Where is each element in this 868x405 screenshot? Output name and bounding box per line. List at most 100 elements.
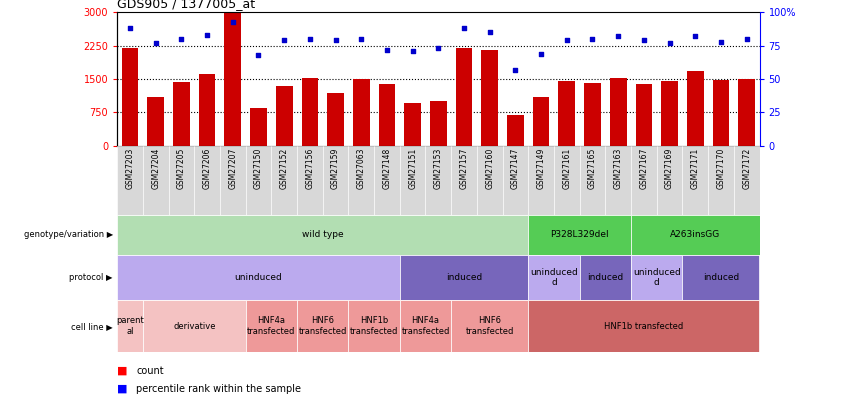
Text: induced: induced: [703, 273, 739, 282]
Text: GSM27165: GSM27165: [588, 148, 597, 189]
Bar: [194, 146, 220, 215]
Point: [534, 50, 548, 57]
Bar: [348, 300, 400, 352]
Bar: [477, 146, 503, 215]
Text: GSM27063: GSM27063: [357, 148, 365, 190]
Text: HNF6
transfected: HNF6 transfected: [465, 316, 514, 336]
Bar: [631, 255, 682, 300]
Point: [277, 37, 291, 43]
Bar: [610, 78, 627, 146]
Text: parent
al: parent al: [116, 316, 144, 336]
Bar: [378, 84, 395, 146]
Bar: [733, 146, 760, 215]
Bar: [554, 146, 580, 215]
Text: GSM27172: GSM27172: [742, 148, 751, 189]
Bar: [529, 146, 554, 215]
Bar: [199, 74, 215, 146]
Bar: [661, 81, 678, 146]
Bar: [533, 97, 549, 146]
Bar: [404, 104, 421, 146]
Text: uninduced
d: uninduced d: [530, 268, 578, 287]
Text: GSM27151: GSM27151: [408, 148, 418, 189]
Bar: [122, 48, 138, 146]
Text: HNF6
transfected: HNF6 transfected: [299, 316, 347, 336]
Point: [405, 48, 419, 54]
Bar: [425, 146, 451, 215]
Text: HNF1b transfected: HNF1b transfected: [604, 322, 683, 330]
Bar: [451, 300, 529, 352]
Bar: [143, 146, 168, 215]
Bar: [682, 146, 708, 215]
Text: GSM27203: GSM27203: [126, 148, 135, 189]
Text: GSM27150: GSM27150: [254, 148, 263, 189]
Text: GSM27204: GSM27204: [151, 148, 161, 189]
Text: A263insGG: A263insGG: [670, 230, 720, 239]
Text: uninduced: uninduced: [234, 273, 282, 282]
Bar: [430, 101, 447, 146]
Text: HNF4a
transfected: HNF4a transfected: [401, 316, 450, 336]
Text: derivative: derivative: [173, 322, 215, 330]
Text: HNF1b
transfected: HNF1b transfected: [350, 316, 398, 336]
Bar: [220, 146, 246, 215]
Text: GSM27157: GSM27157: [459, 148, 469, 189]
Bar: [297, 300, 348, 352]
Point: [509, 66, 523, 73]
Bar: [117, 215, 529, 255]
Bar: [117, 300, 143, 352]
Text: GSM27171: GSM27171: [691, 148, 700, 189]
Bar: [353, 79, 370, 146]
Text: genotype/variation ▶: genotype/variation ▶: [23, 230, 113, 239]
Bar: [657, 146, 682, 215]
Point: [148, 40, 162, 46]
Bar: [631, 146, 657, 215]
Text: GSM27149: GSM27149: [536, 148, 546, 189]
Text: induced: induced: [446, 273, 482, 282]
Bar: [558, 81, 575, 146]
Point: [560, 37, 574, 43]
Bar: [143, 300, 246, 352]
Bar: [687, 71, 704, 146]
Bar: [631, 215, 760, 255]
Text: GSM27159: GSM27159: [331, 148, 340, 189]
Text: ■: ■: [117, 384, 128, 394]
Text: GSM27156: GSM27156: [306, 148, 314, 189]
Text: protocol ▶: protocol ▶: [69, 273, 113, 282]
Point: [174, 36, 188, 42]
Text: GSM27148: GSM27148: [383, 148, 391, 189]
Point: [714, 38, 728, 45]
Text: GSM27205: GSM27205: [177, 148, 186, 189]
Bar: [529, 215, 631, 255]
Bar: [272, 146, 297, 215]
Text: count: count: [136, 366, 164, 375]
Bar: [580, 255, 631, 300]
Text: ■: ■: [117, 366, 128, 375]
Point: [637, 37, 651, 43]
Bar: [297, 146, 323, 215]
Bar: [503, 146, 529, 215]
Bar: [323, 146, 348, 215]
Bar: [682, 255, 760, 300]
Text: wild type: wild type: [302, 230, 344, 239]
Text: GSM27153: GSM27153: [434, 148, 443, 189]
Point: [457, 25, 471, 32]
Text: GSM27147: GSM27147: [511, 148, 520, 189]
Point: [431, 45, 445, 51]
Point: [483, 29, 496, 36]
Point: [688, 33, 702, 39]
Text: GSM27160: GSM27160: [485, 148, 494, 189]
Text: GSM27169: GSM27169: [665, 148, 674, 189]
Text: HNF4a
transfected: HNF4a transfected: [247, 316, 295, 336]
Point: [303, 36, 317, 42]
Point: [329, 37, 343, 43]
Text: cell line ▶: cell line ▶: [71, 322, 113, 330]
Bar: [529, 255, 580, 300]
Bar: [584, 83, 601, 146]
Point: [662, 40, 676, 46]
Bar: [451, 146, 477, 215]
Bar: [246, 300, 297, 352]
Text: P328L329del: P328L329del: [550, 230, 609, 239]
Bar: [482, 50, 498, 146]
Text: GSM27170: GSM27170: [716, 148, 726, 189]
Text: uninduced
d: uninduced d: [633, 268, 681, 287]
Bar: [529, 300, 760, 352]
